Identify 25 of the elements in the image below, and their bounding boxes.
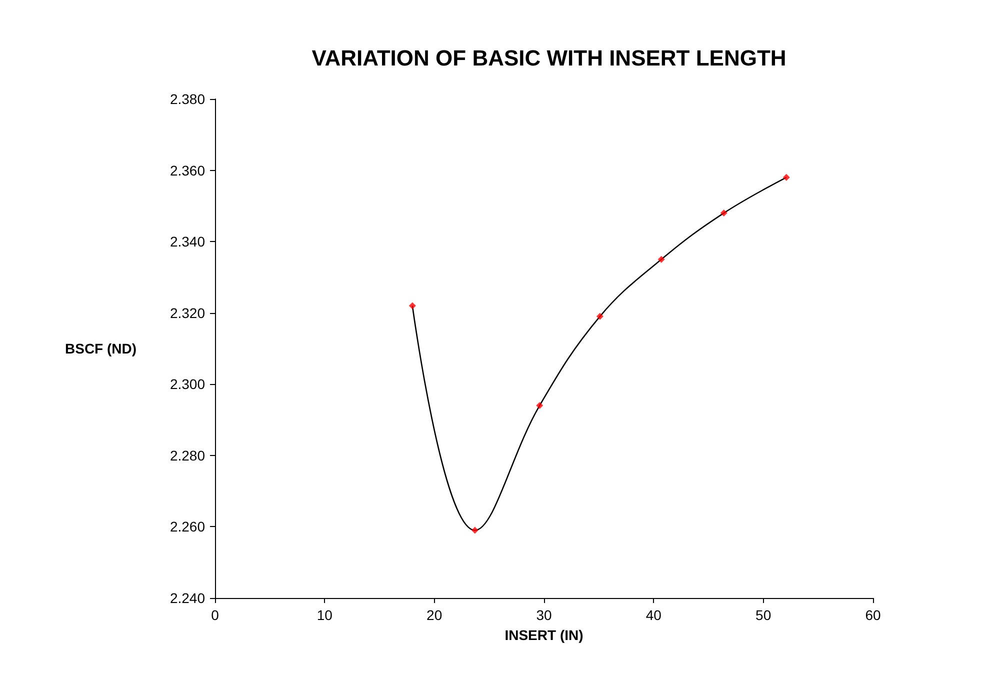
x-tick-label: 40 [646,607,662,623]
y-tick-label: 2.360 [170,162,206,178]
point [782,174,790,181]
x-tick-label: 60 [865,607,881,623]
y-tick-label: 2.380 [170,91,206,107]
y-axis-title: BSCF (ND) [65,340,137,356]
x-tick-label: 20 [426,607,442,623]
y-tick-label: 2.260 [170,518,206,535]
x-axis-title: INSERT (IN) [504,627,584,643]
y-tick-label: 2.280 [170,447,206,464]
chart-title: VARIATION OF BASIC WITH INSERT LENGTH [312,46,786,70]
x-tick-label: 10 [316,607,333,623]
y-tick-label: 2.240 [170,590,206,606]
point [471,526,478,534]
point [536,402,544,410]
y-tick-label: 2.340 [170,234,206,250]
point [720,210,728,217]
y-tick-label: 2.300 [170,376,206,392]
point [658,256,665,263]
point [596,312,604,320]
x-tick-label: 0 [211,607,220,623]
x-tick-label: 30 [536,607,552,623]
y-tick-label: 2.320 [170,304,206,321]
point [408,302,416,310]
x-tick-label: 50 [756,607,772,623]
